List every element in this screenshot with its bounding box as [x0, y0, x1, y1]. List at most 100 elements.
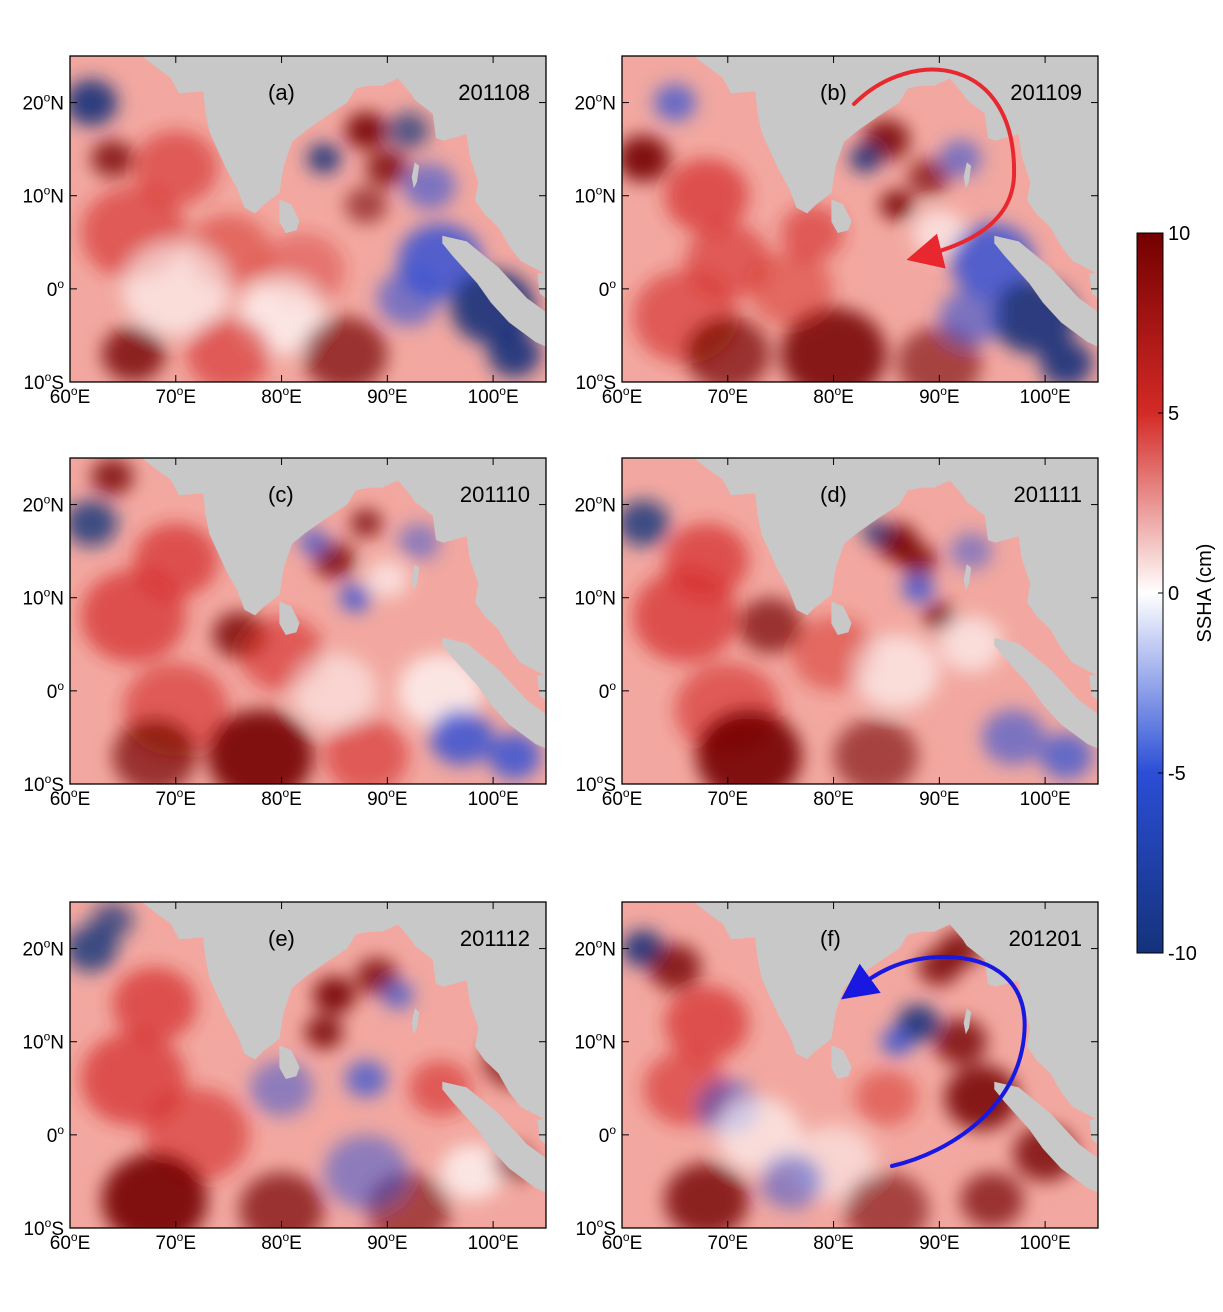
lon-tick-label: 100oE [1020, 786, 1071, 810]
land-mass [693, 56, 1098, 274]
land-mass [411, 162, 420, 189]
colorbar-ticks: 10 5 0 -5 -10 [1158, 223, 1197, 965]
lon-tick-label: 70oE [156, 1230, 197, 1254]
ssha-anomaly [664, 158, 749, 233]
land-mass [963, 162, 972, 189]
ssha-anomaly [302, 316, 388, 382]
colorbar: 10 5 0 -5 -10 SSHA (cm) [1136, 223, 1216, 965]
ssha-anomaly [653, 84, 697, 122]
land-mass [693, 902, 1098, 1120]
ssha-anomaly [960, 1172, 1024, 1228]
panel-date: 201201 [1009, 926, 1082, 951]
ssha-anomaly [664, 985, 749, 1061]
ssha-anomaly [345, 111, 388, 150]
panel-date: 201108 [458, 80, 530, 105]
ssha-anomaly [934, 1018, 987, 1065]
lon-tick-label: 80oE [813, 1230, 854, 1254]
ssha-anomaly [186, 316, 271, 382]
ssha-anomaly [112, 967, 197, 1042]
ssha-anomaly [207, 709, 314, 784]
colorbar-tick-label: 5 [1168, 403, 1179, 425]
map-frame [69, 457, 547, 785]
lat-tick-label: 20oN [22, 937, 64, 961]
circulation-arrow-clockwise [852, 67, 1017, 269]
lat-tick-label: 10oN [22, 586, 64, 610]
map-frame [69, 901, 547, 1229]
lon-tick-label: 90oE [367, 786, 408, 810]
ssha-anomaly [313, 541, 356, 580]
lat-tick-label: 0o [47, 679, 65, 703]
lat-tick-label: 20oN [22, 493, 64, 517]
ssha-anomaly [664, 1162, 749, 1228]
lat-tick-label: 20oN [22, 91, 64, 115]
panel-date: 201109 [1010, 80, 1082, 105]
lon-tick-label: 90oE [367, 1230, 408, 1254]
colorbar-tick-label: 10 [1168, 223, 1190, 245]
ssha-field [70, 458, 546, 784]
ssha-anomaly [397, 523, 441, 561]
ssha-anomaly [345, 186, 388, 224]
map-frame [621, 55, 1099, 383]
ssha-anomaly [366, 560, 409, 598]
ssha-anomaly [738, 597, 802, 654]
lon-tick-label: 70oE [708, 384, 749, 408]
lat-tick-label: 0o [599, 1123, 617, 1147]
lon-tick-label: 80oE [813, 786, 854, 810]
lat-tick-label: 10oN [574, 184, 616, 208]
ssha-anomaly [939, 616, 1003, 673]
lat-tick-label: 20oN [574, 91, 616, 115]
land-mass [141, 458, 546, 676]
lon-tick-label: 60oE [50, 1230, 91, 1254]
land-mass [994, 235, 1098, 347]
land-mass [963, 564, 972, 591]
land-mass [1089, 1118, 1098, 1145]
ssha-anomaly [862, 520, 890, 545]
ssha-anomaly [101, 326, 166, 382]
ssha-anomaly [648, 943, 702, 991]
lat-tick-label: 10oN [574, 586, 616, 610]
lon-tick-label: 70oE [156, 786, 197, 810]
land-mass [279, 601, 300, 635]
ssha-anomaly [923, 602, 956, 631]
lat-tick-label: 0o [47, 277, 65, 301]
ssha-anomaly [717, 1097, 802, 1173]
colorbar-tick-label: -5 [1168, 763, 1186, 785]
ssha-anomaly [685, 316, 771, 382]
ssha-anomaly [907, 158, 950, 196]
lon-tick-label: 60oE [50, 786, 91, 810]
ssha-anomaly [133, 130, 219, 206]
ssha-anomaly [101, 1153, 208, 1228]
panel-label: (b) [820, 80, 847, 105]
panel-label: (a) [268, 80, 295, 105]
ssha-anomaly [376, 270, 441, 327]
lon-tick-label: 70oE [156, 384, 197, 408]
ssha-anomaly [91, 139, 134, 178]
panel-label: (d) [820, 482, 847, 507]
circulation-arrow-anticlockwise [841, 954, 1027, 1168]
land-mass [537, 272, 546, 299]
ssha-anomaly [80, 569, 187, 663]
lon-tick-label: 100oE [468, 1230, 519, 1254]
ssha-anomaly [849, 144, 882, 173]
lon-tick-label: 70oE [708, 1230, 749, 1254]
ssha-anomaly [382, 981, 414, 1010]
land-mass [442, 637, 546, 749]
ssha-anomaly [350, 509, 383, 538]
panel-date: 201110 [460, 482, 530, 507]
colorbar-tick-label: 0 [1168, 583, 1179, 605]
lon-tick-label: 80oE [261, 786, 302, 810]
ssha-anomalies [70, 458, 546, 784]
lon-tick-label: 90oE [919, 1230, 960, 1254]
ssha-anomaly [440, 1144, 504, 1200]
lon-tick-label: 70oE [708, 786, 749, 810]
lat-tick-label: 20oN [574, 937, 616, 961]
land-mass [1089, 674, 1098, 701]
land-mass [442, 1081, 546, 1193]
land-mass [141, 56, 546, 274]
ssha-anomaly [122, 242, 229, 336]
ssha-anomaly [313, 976, 356, 1014]
ssha-anomaly [91, 902, 134, 940]
land-mass [141, 902, 546, 1120]
ssha-anomaly [759, 1153, 823, 1210]
